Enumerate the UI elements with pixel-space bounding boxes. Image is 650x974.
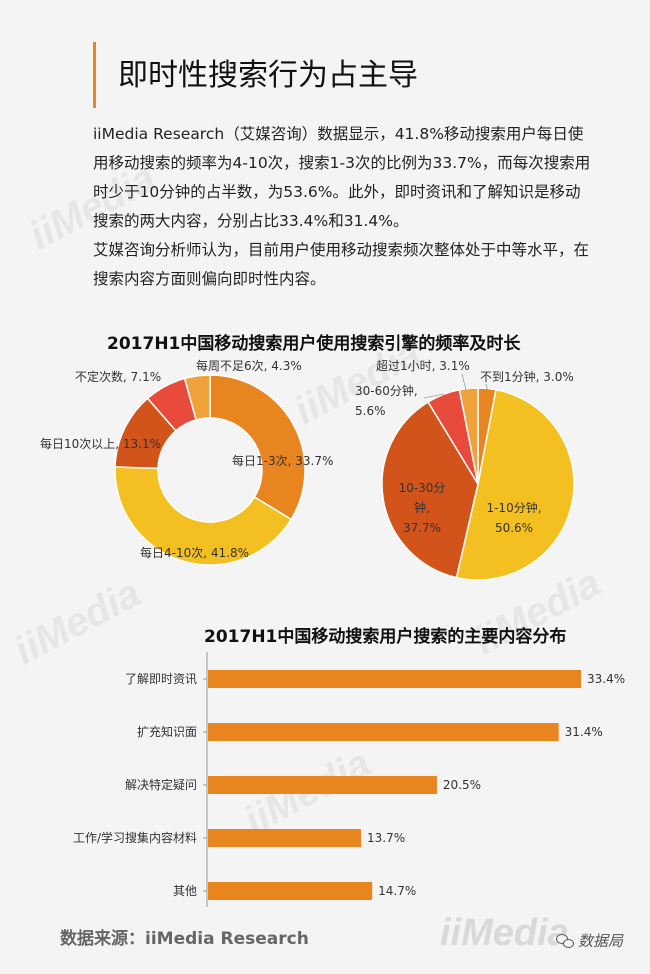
paragraph: iiMedia Research（艾媒咨询）数据显示，41.8%移动搜索用户每日… [93,125,591,230]
brand-logo: iiMedia [440,912,569,954]
pie-slice-label: 10-30分钟, 37.7% [399,481,446,535]
wechat-icon [556,933,574,948]
donut-slice-label: 每周不足6次, 4.3% [196,358,302,373]
donut-slice [209,374,306,521]
leader-line [485,383,489,393]
data-label: 33.4% [587,672,625,686]
donut-slice-label: 每日4-10次, 41.8% [140,545,249,560]
category-label: 了解即时资讯 [125,672,197,686]
wechat-account-name: 数据局 [578,932,624,950]
bar [208,776,437,794]
pie-slice-label: 超过1小时, 3.1% [376,358,470,373]
pie-slice [458,387,479,485]
data-label: 20.5% [443,778,481,792]
category-label: 其他 [173,884,197,898]
wechat-account: 数据局 [556,930,623,951]
bar [208,670,581,688]
leader-line [423,393,445,399]
donut-slice-label: 每日1-3次, 33.7% [232,453,333,468]
pie-slice [455,388,575,581]
chart2-title: 2017H1中国移动搜索用户搜索的主要内容分布 [204,627,567,647]
data-label: 14.7% [378,884,416,898]
pie-slice-label: 30-60分钟, 5.6% [355,383,418,418]
chart1-title: 2017H1中国移动搜索用户使用搜索引擎的频率及时长 [107,334,521,354]
donut-slice [114,466,293,566]
page-title: 即时性搜索行为占主导 [118,58,418,93]
data-label: 31.4% [565,725,603,739]
leader-line [461,373,467,391]
donut-slice [183,374,211,421]
donut-slice-label: 不定次数, 7.1% [75,369,161,384]
bar [208,723,559,741]
category-label: 扩充知识面 [137,724,197,739]
data-label: 13.7% [367,831,405,845]
data-source: 数据来源：iiMedia Research [60,929,309,949]
donut-slice-label: 每日10次以上, 13.1% [40,436,161,451]
bar [208,829,361,847]
category-label: 解决特定疑问 [125,777,197,792]
body-text: iiMedia Research（艾媒咨询）数据显示，41.8%移动搜索用户每日… [93,120,593,294]
paragraph: 艾媒咨询分析师认为，目前用户使用移动搜索频次整体处于中等水平，在搜索内容方面则偏… [93,241,590,288]
title-accent-bar [93,42,96,108]
pie-slice-label: 不到1分钟, 3.0% [480,369,574,384]
bar [208,882,373,900]
category-label: 工作/学习搜集内容材料 [73,830,197,845]
pie-slice-label: 1-10分钟, 50.6% [486,500,541,535]
